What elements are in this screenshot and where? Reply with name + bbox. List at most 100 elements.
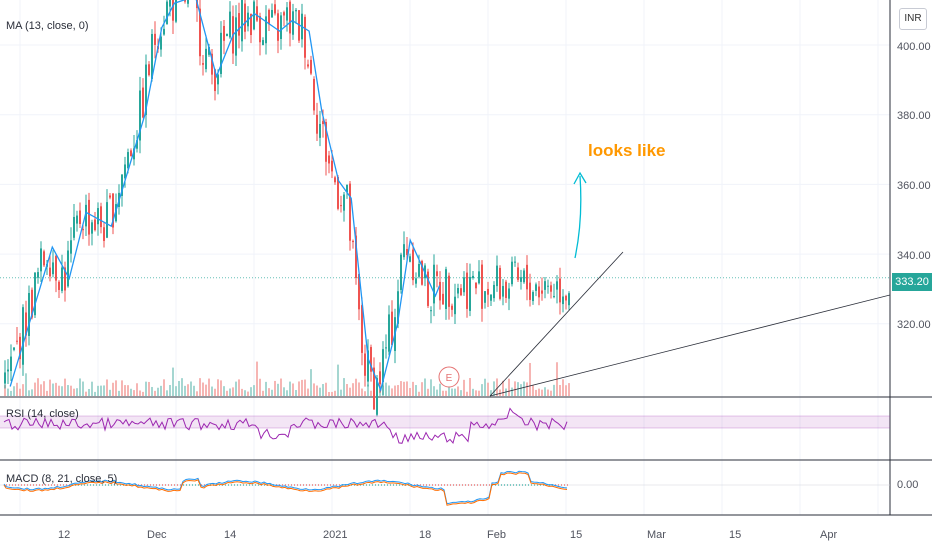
candle-body — [535, 284, 537, 291]
macd-histogram-bar — [150, 484, 151, 486]
macd-histogram-bar — [465, 484, 466, 486]
volume-bar — [142, 391, 144, 396]
macd-histogram-bar — [54, 484, 55, 486]
macd-indicator-label[interactable]: MACD (8, 21, close, 5) — [6, 473, 118, 485]
macd-histogram-bar — [63, 484, 64, 486]
volume-bar — [358, 382, 360, 396]
macd-histogram-bar — [165, 484, 166, 486]
currency-button[interactable]: INR — [899, 8, 927, 30]
volume-bar — [55, 382, 57, 396]
macd-histogram-bar — [228, 484, 229, 486]
volume-bar — [145, 381, 147, 396]
macd-histogram-bar — [564, 484, 565, 486]
volume-bar — [304, 379, 306, 396]
volume-bar — [214, 388, 216, 396]
macd-histogram-bar — [321, 484, 322, 486]
volume-bar — [481, 384, 483, 396]
volume-bar — [346, 384, 348, 396]
candle-body — [94, 219, 96, 231]
candle-body — [385, 347, 387, 349]
macd-histogram-bar — [84, 484, 85, 486]
volume-bar — [325, 382, 327, 396]
volume-bar — [13, 386, 15, 396]
macd-histogram-bar — [504, 484, 505, 486]
candle-body — [55, 255, 57, 281]
candle-body — [565, 295, 567, 301]
time-tick-2021: 2021 — [323, 529, 348, 541]
volume-bar — [334, 390, 336, 396]
candle-body — [319, 123, 321, 138]
volume-bar — [277, 383, 279, 396]
volume-bar — [319, 387, 321, 396]
candle-body — [166, 1, 168, 25]
trend-line — [489, 251, 624, 397]
candle-body — [436, 271, 438, 276]
volume-bar — [430, 379, 432, 396]
volume-bar — [16, 382, 18, 396]
macd-histogram-bar — [462, 484, 463, 486]
macd-histogram-bar — [378, 484, 379, 486]
macd-histogram-bar — [27, 484, 28, 486]
volume-bar — [202, 382, 204, 396]
annotation-text[interactable]: looks like — [588, 141, 666, 160]
candle-body — [16, 340, 18, 342]
macd-histogram-bar — [366, 484, 367, 486]
macd-histogram-bar — [387, 484, 388, 486]
volume-bar — [10, 390, 12, 396]
macd-histogram-bar — [306, 484, 307, 486]
candle-body — [475, 282, 477, 289]
volume-bar — [535, 389, 537, 396]
candle-body — [106, 202, 108, 238]
macd-histogram-bar — [315, 484, 316, 486]
volume-bar — [100, 385, 102, 396]
volume-bar — [67, 385, 69, 396]
candle-body — [493, 284, 495, 299]
macd-histogram-bar — [147, 484, 148, 486]
candle-body — [466, 272, 468, 309]
candle-body — [349, 183, 351, 241]
volume-bar — [196, 391, 198, 396]
rsi-indicator-label[interactable]: RSI (14, close) — [6, 408, 79, 420]
candle-body — [199, 8, 201, 57]
macd-histogram-bar — [111, 484, 112, 486]
time-tick-15-mar: 15 — [729, 529, 742, 541]
macd-histogram-bar — [327, 484, 328, 486]
macd-histogram-bar — [369, 484, 370, 486]
volume-bar — [223, 386, 225, 396]
macd-histogram-bar — [372, 484, 373, 486]
candle-body — [445, 269, 447, 309]
candle-body — [355, 235, 357, 279]
candle-body — [154, 33, 156, 45]
volume-bar — [250, 387, 252, 396]
candle-body — [547, 285, 549, 287]
volume-bar — [136, 383, 138, 396]
candle-body — [340, 205, 342, 207]
price-tick-320: 320.00 — [897, 319, 931, 331]
macd-histogram-bar — [114, 484, 115, 486]
candle-body — [421, 260, 423, 285]
macd-histogram-bar — [444, 484, 445, 486]
volume-bar — [493, 381, 495, 396]
volume-bar — [442, 390, 444, 396]
macd-histogram-bar — [330, 484, 331, 486]
candle-body — [79, 210, 81, 224]
volume-bar — [400, 381, 402, 396]
volume-bar — [355, 378, 357, 396]
ma-indicator-label[interactable]: MA (13, close, 0) — [6, 20, 89, 32]
volume-bar — [52, 383, 54, 396]
candle-body — [241, 0, 243, 42]
volume-bar — [217, 379, 219, 396]
candle-body — [244, 3, 246, 32]
macd-histogram-bar — [219, 484, 220, 486]
volume-bar — [283, 387, 285, 396]
macd-histogram-bar — [546, 484, 547, 486]
volume-bar — [547, 389, 549, 396]
volume-bar — [439, 383, 441, 396]
macd-histogram-bar — [174, 484, 175, 486]
candle-body — [568, 293, 570, 306]
macd-histogram-bar — [300, 484, 301, 486]
candle-body — [286, 7, 288, 21]
candle-body — [163, 28, 165, 35]
candle-body — [490, 294, 492, 301]
